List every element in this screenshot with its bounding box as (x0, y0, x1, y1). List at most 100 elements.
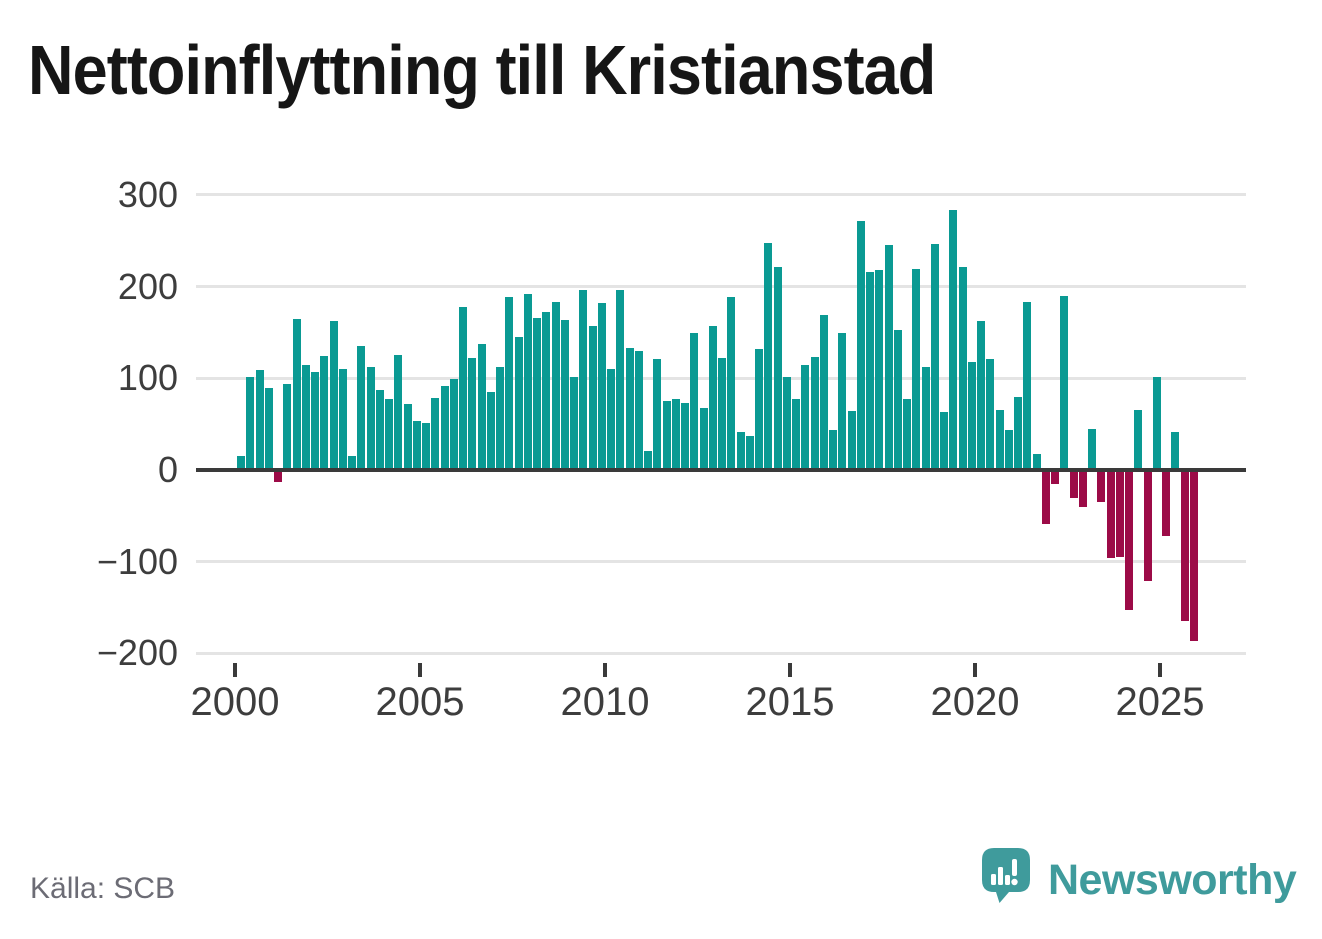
bar (1060, 295, 1069, 470)
bar (514, 337, 523, 470)
bar (607, 369, 615, 470)
x-axis-label: 2015 (745, 680, 835, 724)
bar (829, 429, 837, 470)
bar (542, 312, 551, 470)
bar (1014, 396, 1022, 470)
bar (755, 349, 763, 470)
brand-logo: Newsworthy (982, 848, 1297, 904)
bar (570, 376, 578, 470)
bar (921, 367, 930, 470)
bar (884, 245, 893, 470)
source-note: Källa: SCB (30, 872, 176, 905)
bar (1069, 470, 1078, 498)
x-axis-label: 2000 (190, 680, 280, 724)
bar (958, 266, 967, 470)
bar (237, 456, 245, 470)
newsworthy-bubble-icon (982, 848, 1030, 903)
bar (246, 377, 255, 470)
x-axis-tick (603, 663, 607, 677)
bar (856, 220, 865, 470)
bar (311, 371, 319, 470)
bar (496, 367, 504, 470)
bar (893, 329, 902, 470)
bar (727, 296, 736, 470)
x-axis-tick (418, 663, 422, 677)
bar (274, 470, 282, 482)
chart-title: Nettoinflyttning till Kristianstad (28, 31, 936, 109)
bar (1032, 454, 1041, 470)
bar (1134, 410, 1143, 470)
bar (412, 420, 421, 470)
bar (764, 242, 773, 470)
bar (385, 399, 393, 470)
bar (986, 359, 995, 470)
bar (1041, 470, 1050, 525)
bar (792, 399, 800, 470)
bar (995, 409, 1004, 470)
x-axis-tick (788, 663, 792, 677)
bar (1189, 470, 1198, 641)
y-axis-label: 200 (117, 265, 178, 307)
bar (644, 450, 652, 470)
bar (819, 315, 828, 470)
bar (782, 377, 791, 470)
bar (875, 270, 884, 470)
bar (699, 407, 708, 470)
bar (912, 269, 921, 470)
bar (977, 320, 985, 470)
bar (255, 370, 264, 470)
bar (1180, 470, 1189, 622)
bar (422, 423, 430, 470)
y-axis-label: −100 (96, 540, 178, 582)
bar (366, 367, 375, 470)
x-axis-label: 2020 (930, 680, 1020, 724)
x-axis-tick (1158, 663, 1162, 677)
bar (394, 355, 403, 470)
bar (338, 369, 347, 470)
bar (329, 320, 338, 470)
bar (1023, 302, 1032, 470)
bar (653, 359, 662, 470)
bar (810, 357, 819, 470)
bar (801, 364, 810, 470)
bar (690, 333, 699, 470)
bar (1004, 429, 1013, 470)
bar (1125, 470, 1133, 611)
bar (671, 399, 680, 470)
bar (505, 296, 514, 470)
bar (320, 356, 329, 470)
y-axis-label: 300 (117, 173, 178, 215)
y-axis-label: 100 (117, 357, 178, 399)
bar (1162, 470, 1170, 536)
bar (375, 390, 384, 470)
bar (736, 432, 745, 470)
bar (662, 401, 671, 470)
bar (1088, 428, 1096, 470)
y-axis-label: 0 (157, 449, 178, 490)
bar (431, 397, 440, 470)
x-axis-label: 2010 (560, 680, 650, 724)
bar (1171, 432, 1180, 470)
x-axis-label: 2025 (1115, 680, 1205, 724)
bar (403, 404, 412, 470)
gridline (196, 285, 1246, 289)
bar (301, 364, 310, 470)
bar (1078, 470, 1087, 507)
bar (1143, 470, 1152, 581)
bar (597, 303, 606, 470)
brand-name: Newsworthy (1048, 856, 1297, 904)
bar (967, 361, 976, 470)
bar (930, 243, 939, 470)
bar (357, 346, 366, 470)
gridline (196, 651, 1246, 655)
bar (1106, 470, 1115, 558)
y-axis-label: −200 (96, 632, 178, 674)
gridline (196, 560, 1246, 564)
bar (283, 383, 292, 470)
bar (1051, 470, 1059, 484)
bar (681, 403, 689, 470)
bar (449, 379, 458, 470)
bar (523, 294, 532, 470)
bar (718, 358, 726, 470)
bar (866, 272, 874, 470)
